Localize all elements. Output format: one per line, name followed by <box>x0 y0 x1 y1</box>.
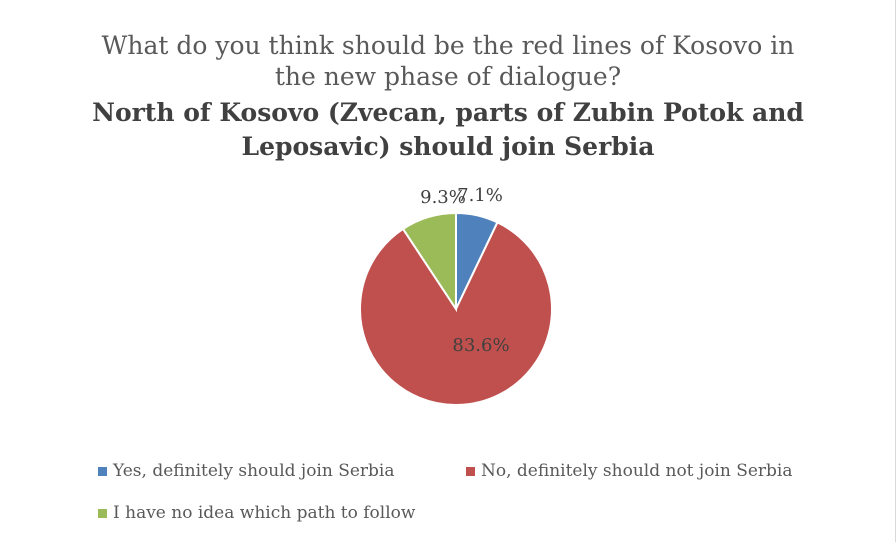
legend-label-yes: Yes, definitely should join Serbia <box>113 461 395 481</box>
legend-item-no: No, definitely should not join Serbia <box>466 461 793 481</box>
legend-swatch-no-idea <box>98 508 107 518</box>
legend-label-no-idea: I have no idea which path to follow <box>113 503 416 523</box>
chart-subtitle-line-1: North of Kosovo (Zvecan, parts of Zubin … <box>92 98 804 127</box>
legend-item-yes: Yes, definitely should join Serbia <box>98 461 395 481</box>
data-label-no: 83.6% <box>452 335 509 356</box>
chart-subtitle-line-2: Leposavic) should join Serbia <box>241 132 655 161</box>
chart-title-line-2: the new phase of dialogue? <box>274 62 622 91</box>
legend-swatch-yes <box>98 466 107 476</box>
legend-item-no-idea: I have no idea which path to follow <box>98 503 415 523</box>
data-label-yes: 7.1% <box>457 185 503 206</box>
data-label-no-idea: 9.3% <box>420 187 466 208</box>
pie-slice-no-idea <box>401 211 457 313</box>
chart-title-line-1: What do you think should be the red line… <box>101 31 795 60</box>
legend-swatch-no <box>466 466 475 476</box>
legend-label-no: No, definitely should not join Serbia <box>481 461 793 481</box>
pie-slice-no <box>359 221 553 406</box>
